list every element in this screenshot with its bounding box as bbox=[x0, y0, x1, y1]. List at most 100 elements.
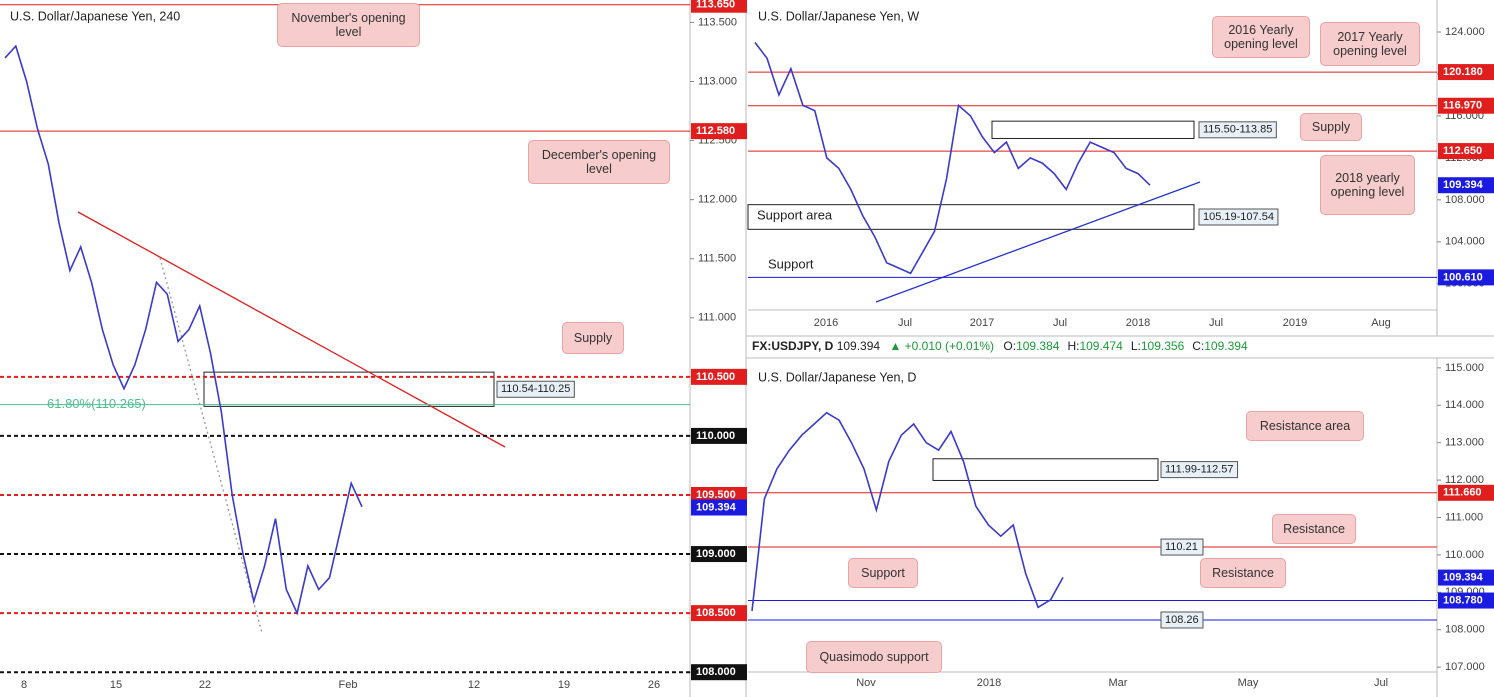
last: 109.394 bbox=[836, 339, 881, 353]
zone bbox=[991, 120, 1195, 139]
price-tag-label: 109.394 bbox=[1443, 179, 1484, 191]
zone bbox=[747, 204, 1195, 230]
level-box bbox=[1160, 611, 1204, 629]
x-tick-label: 22 bbox=[199, 679, 211, 691]
panel-title: U.S. Dollar/Japanese Yen, 240 bbox=[10, 9, 180, 23]
price-tag bbox=[1438, 64, 1494, 81]
zone-label: 111.99-112.57 bbox=[1165, 464, 1234, 476]
x-tick-label: 2019 bbox=[1283, 317, 1307, 329]
x-tick-label: Jul bbox=[1209, 317, 1223, 329]
price-tag-label: 111.660 bbox=[1443, 487, 1482, 499]
x-tick-label: Jul bbox=[1053, 317, 1067, 329]
trendline bbox=[159, 257, 263, 634]
zone-label: 105.19-107.54 bbox=[1203, 211, 1274, 223]
price-tag-label: 112.580 bbox=[696, 125, 735, 137]
y-tick-label: 124.000 bbox=[1445, 26, 1485, 38]
price-tag bbox=[1438, 177, 1494, 194]
y-tick-label: 107.000 bbox=[1445, 661, 1485, 673]
price-tag bbox=[691, 499, 747, 516]
price-tag-label: 112.650 bbox=[1443, 145, 1482, 157]
zone-label: 110.54-110.25 bbox=[501, 383, 570, 395]
x-tick-label: Aug bbox=[1371, 317, 1391, 329]
ohlc-label: H: bbox=[1067, 339, 1080, 353]
price-tag-label: 109.500 bbox=[696, 489, 736, 501]
price-line bbox=[751, 411, 1064, 612]
callout: 2017 Yearly opening level bbox=[1320, 22, 1420, 66]
y-tick-label: 108.000 bbox=[1445, 624, 1485, 636]
x-tick-label: 2016 bbox=[814, 317, 838, 329]
callout: 2016 Yearly opening level bbox=[1212, 16, 1310, 58]
panel-title: U.S. Dollar/Japanese Yen, W bbox=[758, 9, 919, 23]
zone-label: 115.50-113.85 bbox=[1203, 124, 1272, 136]
ohlc: O:109.384 H:109.474 L:109.356 C:109.394 bbox=[1003, 339, 1255, 353]
callout: December's opening level bbox=[528, 140, 670, 184]
price-tag bbox=[691, 123, 747, 140]
panel-title: U.S. Dollar/Japanese Yen, D bbox=[758, 370, 916, 384]
callout: Resistance bbox=[1272, 514, 1356, 544]
ohlc-label: O: bbox=[1003, 339, 1017, 353]
x-tick-label: 12 bbox=[468, 679, 480, 691]
x-tick-label: 15 bbox=[110, 679, 122, 691]
daily-header: FX:USDJPY, D 109.394 ▲ +0.010 (+0.01%) O… bbox=[752, 339, 1262, 353]
price-line bbox=[4, 44, 363, 616]
price-tag-label: 110.000 bbox=[696, 430, 735, 442]
y-tick-label: 112.000 bbox=[698, 194, 737, 206]
x-tick-label: Jul bbox=[1374, 677, 1388, 689]
price-tag bbox=[1438, 592, 1494, 609]
price-tag bbox=[691, 368, 747, 385]
y-tick-label: 104.000 bbox=[1445, 236, 1485, 248]
price-tag bbox=[1438, 97, 1494, 114]
price-tag bbox=[1438, 569, 1494, 586]
price-tag-label: 108.500 bbox=[696, 607, 736, 619]
callout: 2018 yearly opening level bbox=[1320, 155, 1415, 215]
y-tick-label: 115.000 bbox=[1445, 362, 1484, 374]
y-tick-label: 111.500 bbox=[698, 253, 736, 265]
price-tag bbox=[691, 427, 747, 444]
x-tick-label: Jul bbox=[898, 317, 912, 329]
zone bbox=[932, 458, 1159, 481]
price-tag bbox=[691, 546, 747, 563]
x-tick-label: 2017 bbox=[970, 317, 994, 329]
price-tag-label: 108.780 bbox=[1443, 594, 1483, 606]
symbol: FX:USDJPY, D bbox=[752, 339, 834, 353]
y-tick-label: 111.000 bbox=[1445, 511, 1483, 523]
zone-label-box bbox=[1198, 121, 1277, 139]
x-tick-label: 8 bbox=[21, 679, 27, 691]
y-tick-label: 111.000 bbox=[698, 312, 736, 324]
level-box-label: 108.26 bbox=[1165, 614, 1199, 626]
ohlc-label: C: bbox=[1192, 339, 1205, 353]
price-tag-label: 109.000 bbox=[696, 548, 736, 560]
zone bbox=[203, 371, 495, 407]
y-tick-label: 110.000 bbox=[1445, 549, 1484, 561]
callout: Resistance area bbox=[1246, 411, 1364, 441]
level-box bbox=[1160, 538, 1204, 556]
y-tick-label: 113.500 bbox=[698, 16, 737, 28]
change: ▲ +0.010 (+0.01%) bbox=[889, 339, 995, 353]
price-tag-label: 100.610 bbox=[1443, 271, 1483, 283]
callout: November's opening level bbox=[277, 3, 420, 47]
ohlc-label: L: bbox=[1130, 339, 1141, 353]
price-line bbox=[754, 42, 1151, 275]
price-tag bbox=[1438, 269, 1494, 286]
x-tick-label: 2018 bbox=[1126, 317, 1150, 329]
ohlc-value: 109.394 bbox=[1204, 339, 1248, 353]
y-tick-label: 113.000 bbox=[1445, 437, 1484, 449]
zone-label-box bbox=[1198, 208, 1279, 226]
callout: Supply bbox=[1300, 113, 1362, 141]
y-tick-label: 114.000 bbox=[1445, 399, 1484, 411]
x-tick-label: 26 bbox=[648, 679, 660, 691]
note: Support area bbox=[757, 207, 833, 222]
price-tag-label: 109.394 bbox=[696, 501, 737, 513]
price-tag bbox=[1438, 143, 1494, 160]
price-tag-label: 113.650 bbox=[696, 0, 735, 11]
price-tag-label: 109.394 bbox=[1443, 571, 1484, 583]
ohlc-value: 109.356 bbox=[1140, 339, 1185, 353]
ohlc-value: 109.384 bbox=[1016, 339, 1060, 353]
trendline bbox=[77, 211, 506, 448]
ohlc-value: 109.474 bbox=[1079, 339, 1123, 353]
level-label: 61.80%(110.265) bbox=[47, 396, 146, 411]
level-box-label: 110.21 bbox=[1165, 541, 1198, 553]
x-tick-label: May bbox=[1238, 677, 1259, 689]
